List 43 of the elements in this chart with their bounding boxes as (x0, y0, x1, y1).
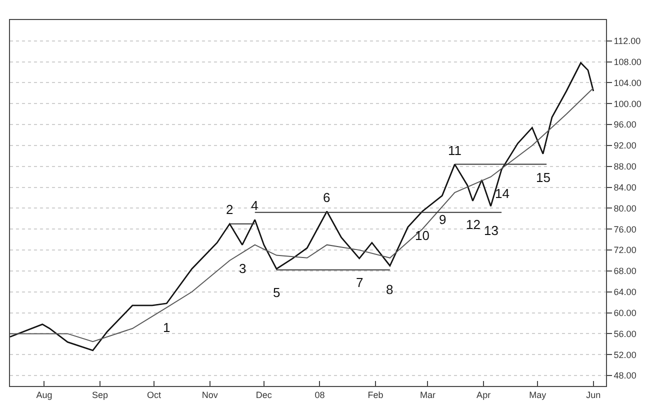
y-tick-label: 92.00 (614, 140, 636, 151)
annotation: 15 (536, 170, 550, 185)
x-tick-label: Nov (202, 390, 218, 400)
annotation: 4 (251, 198, 258, 213)
x-tick-label: Sep (92, 390, 108, 400)
y-tick-label: 84.00 (614, 182, 636, 192)
annotation: 7 (356, 275, 364, 290)
y-tick-label: 60.00 (614, 308, 636, 318)
y-tick-label: 48.00 (614, 370, 636, 381)
annotation: 6 (323, 190, 330, 205)
annotation: 13 (484, 223, 498, 238)
annotation: 10 (415, 228, 430, 243)
annotation: 1 (163, 320, 170, 335)
y-tick-label: 64.00 (614, 287, 636, 298)
x-tick-label: Mar (420, 390, 436, 400)
y-tick-label: 112.00 (614, 36, 641, 46)
annotation: 3 (239, 261, 246, 276)
annotation: 12 (466, 217, 480, 232)
y-tick-label: 96.00 (614, 120, 636, 130)
y-tick-label: 100.00 (614, 98, 642, 109)
y-tick-label: 68.00 (614, 266, 636, 276)
annotation: 2 (226, 202, 234, 217)
x-tick-label: May (529, 390, 547, 400)
x-tick-label: Oct (147, 390, 162, 400)
x-tick-label: Dec (256, 390, 272, 400)
y-tick-label: 76.00 (614, 224, 636, 234)
y-tick-label: 104.00 (614, 78, 642, 88)
x-tick-label: Jun (586, 390, 601, 400)
annotation: 8 (386, 282, 394, 297)
x-tick-label: Aug (36, 390, 52, 400)
annotation: 11 (448, 143, 462, 158)
y-tick-label: 88.00 (614, 162, 636, 172)
annotation: 14 (495, 186, 510, 201)
x-tick-label: Apr (476, 390, 491, 400)
y-tick-label: 52.00 (614, 350, 636, 360)
annotation: 9 (439, 212, 446, 227)
y-tick-label: 56.00 (614, 328, 636, 339)
x-tick-label: 08 (314, 390, 325, 400)
y-tick-label: 108.00 (614, 56, 642, 67)
y-tick-label: 72.00 (614, 245, 636, 256)
annotation: 5 (273, 285, 280, 300)
y-tick-label: 80.00 (614, 203, 636, 214)
x-tick-label: Feb (368, 390, 384, 400)
